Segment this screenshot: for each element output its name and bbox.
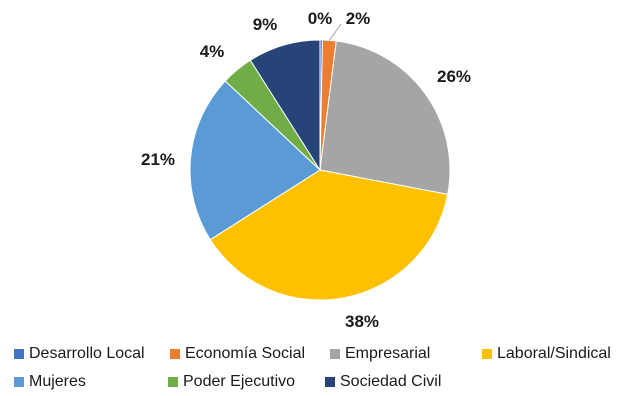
data-labels: 0% 2% 26% 38% 21% 4% 9% xyxy=(141,9,471,331)
pie-slice-mujeres xyxy=(189,80,321,241)
legend-swatch xyxy=(168,377,178,387)
legend-swatch xyxy=(325,377,335,387)
legend-item-mujeres: Mujeres xyxy=(14,373,168,391)
legend-item-poder-ejecutivo: Poder Ejecutivo xyxy=(168,373,325,391)
data-label-desarrollo-local: 0% xyxy=(308,9,333,28)
legend-item-economia-social: Economía Social xyxy=(170,345,330,363)
legend-swatch xyxy=(482,349,492,359)
legend-label: Economía Social xyxy=(185,345,306,362)
legend-item-empresarial: Empresarial xyxy=(330,345,482,363)
legend-item-desarrollo-local: Desarrollo Local xyxy=(14,345,170,363)
legend: Desarrollo Local Economía Social Empresa… xyxy=(14,340,630,396)
legend-swatch xyxy=(170,349,180,359)
leader-line-economia-social xyxy=(328,23,342,41)
data-label-empresarial: 26% xyxy=(437,67,471,86)
pie-slices xyxy=(189,39,451,301)
legend-row: Desarrollo Local Economía Social Empresa… xyxy=(14,340,630,368)
legend-item-laboral-sindical: Laboral/Sindical xyxy=(482,345,611,363)
legend-label: Empresarial xyxy=(345,345,431,362)
pie-slice-sociedad-civil xyxy=(249,39,321,172)
data-label-laboral-sindical: 38% xyxy=(345,312,379,331)
data-label-sociedad-civil: 9% xyxy=(253,15,278,34)
legend-label: Desarrollo Local xyxy=(29,345,145,362)
legend-swatch xyxy=(14,349,24,359)
legend-label: Laboral/Sindical xyxy=(497,345,611,362)
pie-slice-empresarial xyxy=(319,40,451,195)
legend-item-sociedad-civil: Sociedad Civil xyxy=(325,373,441,391)
data-label-poder-ejecutivo: 4% xyxy=(200,42,225,61)
leader-lines xyxy=(328,23,342,41)
legend-label: Sociedad Civil xyxy=(340,373,442,390)
legend-label: Mujeres xyxy=(29,373,86,390)
legend-row: Mujeres Poder Ejecutivo Sociedad Civil xyxy=(14,368,630,396)
data-label-economia-social: 2% xyxy=(346,9,371,28)
legend-swatch xyxy=(330,349,340,359)
legend-swatch xyxy=(14,377,24,387)
legend-label: Poder Ejecutivo xyxy=(183,373,296,390)
data-label-mujeres: 21% xyxy=(141,150,175,169)
